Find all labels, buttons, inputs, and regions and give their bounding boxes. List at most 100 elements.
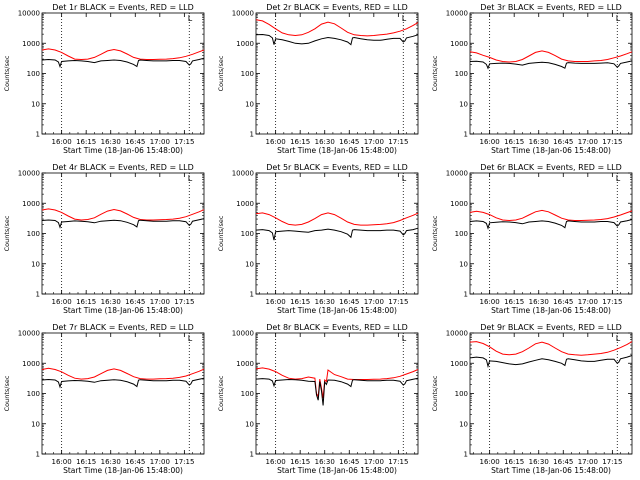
x-tick-label: 16:30 bbox=[529, 458, 549, 466]
x-tick-label: 17:15 bbox=[174, 458, 194, 466]
x-tick-label: 16:00 bbox=[266, 138, 286, 146]
x-tick-label: 17:15 bbox=[174, 298, 194, 306]
x-tick-label: 16:45 bbox=[553, 298, 573, 306]
events-series-line bbox=[469, 355, 633, 369]
y-tick-label: 1000 bbox=[22, 360, 40, 368]
events-series-line bbox=[41, 377, 205, 389]
corner-label: L bbox=[402, 174, 407, 183]
y-tick-label: 100 bbox=[241, 70, 254, 78]
plot-frame bbox=[41, 332, 205, 455]
y-tick-label: 1 bbox=[250, 451, 254, 459]
y-tick-label: 10000 bbox=[446, 330, 468, 338]
y-tick-label: 1000 bbox=[450, 40, 468, 48]
chart-title: Det 7r BLACK = Events, RED = LLD bbox=[52, 323, 194, 332]
y-tick-label: 1000 bbox=[22, 200, 40, 208]
x-tick-label: 17:00 bbox=[578, 458, 598, 466]
x-tick-label: 16:15 bbox=[504, 138, 524, 146]
y-tick-label: 10 bbox=[459, 420, 468, 428]
x-axis-label: Start Time (18-Jan-06 15:48:00) bbox=[277, 146, 397, 155]
y-tick-label: 100 bbox=[455, 70, 468, 78]
x-tick-label: 17:00 bbox=[364, 458, 384, 466]
corner-label: L bbox=[616, 334, 621, 343]
lld-series-line bbox=[255, 367, 419, 399]
y-tick-label: 100 bbox=[27, 70, 40, 78]
x-tick-label: 16:45 bbox=[125, 298, 145, 306]
chart-panel-8: Det 8r BLACK = Events, RED = LLD 1 10 100 10… bbox=[217, 323, 419, 475]
x-axis-label: Start Time (18-Jan-06 15:48:00) bbox=[491, 146, 611, 155]
y-tick-label: 10 bbox=[31, 260, 40, 268]
x-tick-label: 16:30 bbox=[315, 298, 335, 306]
y-tick-label: 10 bbox=[245, 260, 254, 268]
x-axis-label: Start Time (18-Jan-06 15:48:00) bbox=[277, 466, 397, 475]
y-axis-label: Counts/sec bbox=[3, 55, 11, 91]
y-tick-label: 10 bbox=[459, 100, 468, 108]
plot-frame bbox=[255, 172, 419, 295]
x-tick-label: 17:00 bbox=[364, 138, 384, 146]
x-tick-label: 16:15 bbox=[76, 298, 96, 306]
x-tick-label: 17:00 bbox=[150, 458, 170, 466]
y-tick-label: 1000 bbox=[236, 200, 254, 208]
x-tick-label: 16:30 bbox=[101, 138, 121, 146]
x-tick-label: 16:45 bbox=[339, 458, 359, 466]
y-tick-label: 10000 bbox=[18, 330, 40, 338]
x-tick-label: 16:45 bbox=[125, 138, 145, 146]
events-series-line bbox=[469, 219, 633, 230]
x-tick-label: 16:00 bbox=[52, 138, 72, 146]
y-axis-label: Counts/sec bbox=[217, 215, 225, 251]
x-tick-label: 16:15 bbox=[290, 138, 310, 146]
y-tick-label: 10 bbox=[245, 420, 254, 428]
y-tick-label: 1 bbox=[250, 131, 254, 139]
x-tick-label: 16:00 bbox=[52, 458, 72, 466]
corner-label: L bbox=[402, 14, 407, 23]
lld-series-line bbox=[469, 209, 633, 222]
y-axis-label: Counts/sec bbox=[217, 55, 225, 91]
chart-panel-1: Det 1r BLACK = Events, RED = LLD 1 10 100 10… bbox=[3, 3, 205, 155]
x-axis-label: Start Time (18-Jan-06 15:48:00) bbox=[63, 466, 183, 475]
x-tick-label: 17:15 bbox=[388, 458, 408, 466]
y-tick-label: 1 bbox=[250, 291, 254, 299]
corner-label: L bbox=[188, 334, 193, 343]
lld-series-line bbox=[469, 50, 633, 63]
y-tick-label: 10000 bbox=[232, 330, 254, 338]
x-tick-label: 16:30 bbox=[529, 138, 549, 146]
x-tick-label: 16:45 bbox=[553, 138, 573, 146]
x-tick-label: 16:45 bbox=[339, 298, 359, 306]
y-axis-label: Counts/sec bbox=[431, 55, 439, 91]
x-axis-label: Start Time (18-Jan-06 15:48:00) bbox=[277, 306, 397, 315]
x-tick-label: 16:45 bbox=[125, 458, 145, 466]
y-tick-label: 1000 bbox=[450, 360, 468, 368]
x-tick-label: 16:00 bbox=[480, 458, 500, 466]
x-tick-label: 16:15 bbox=[504, 298, 524, 306]
events-series-line bbox=[469, 60, 633, 70]
y-tick-label: 100 bbox=[241, 230, 254, 238]
y-tick-label: 10 bbox=[459, 260, 468, 268]
lld-series-line bbox=[255, 212, 419, 226]
x-tick-label: 17:00 bbox=[364, 298, 384, 306]
y-tick-label: 1000 bbox=[450, 200, 468, 208]
y-tick-label: 100 bbox=[241, 390, 254, 398]
chart-title: Det 6r BLACK = Events, RED = LLD bbox=[480, 163, 622, 172]
lld-series-line bbox=[469, 341, 633, 356]
y-tick-label: 1000 bbox=[22, 40, 40, 48]
y-tick-label: 10 bbox=[245, 100, 254, 108]
y-tick-label: 1 bbox=[36, 291, 40, 299]
x-tick-label: 16:45 bbox=[339, 138, 359, 146]
y-tick-label: 100 bbox=[455, 230, 468, 238]
plot-frame bbox=[255, 332, 419, 455]
chart-title: Det 3r BLACK = Events, RED = LLD bbox=[480, 3, 622, 12]
x-tick-label: 16:15 bbox=[504, 458, 524, 466]
corner-label: L bbox=[616, 14, 621, 23]
events-series-line bbox=[255, 227, 419, 241]
x-tick-label: 17:15 bbox=[602, 458, 622, 466]
x-tick-label: 17:15 bbox=[174, 138, 194, 146]
x-tick-label: 17:15 bbox=[388, 138, 408, 146]
lld-series-line bbox=[255, 19, 419, 37]
y-tick-label: 10000 bbox=[232, 10, 254, 18]
x-axis-label: Start Time (18-Jan-06 15:48:00) bbox=[491, 466, 611, 475]
x-tick-label: 16:15 bbox=[290, 458, 310, 466]
chart-panel-6: Det 6r BLACK = Events, RED = LLD 1 10 100 10… bbox=[431, 163, 633, 315]
x-tick-label: 16:15 bbox=[76, 458, 96, 466]
y-tick-label: 10 bbox=[31, 420, 40, 428]
y-tick-label: 10000 bbox=[446, 170, 468, 178]
